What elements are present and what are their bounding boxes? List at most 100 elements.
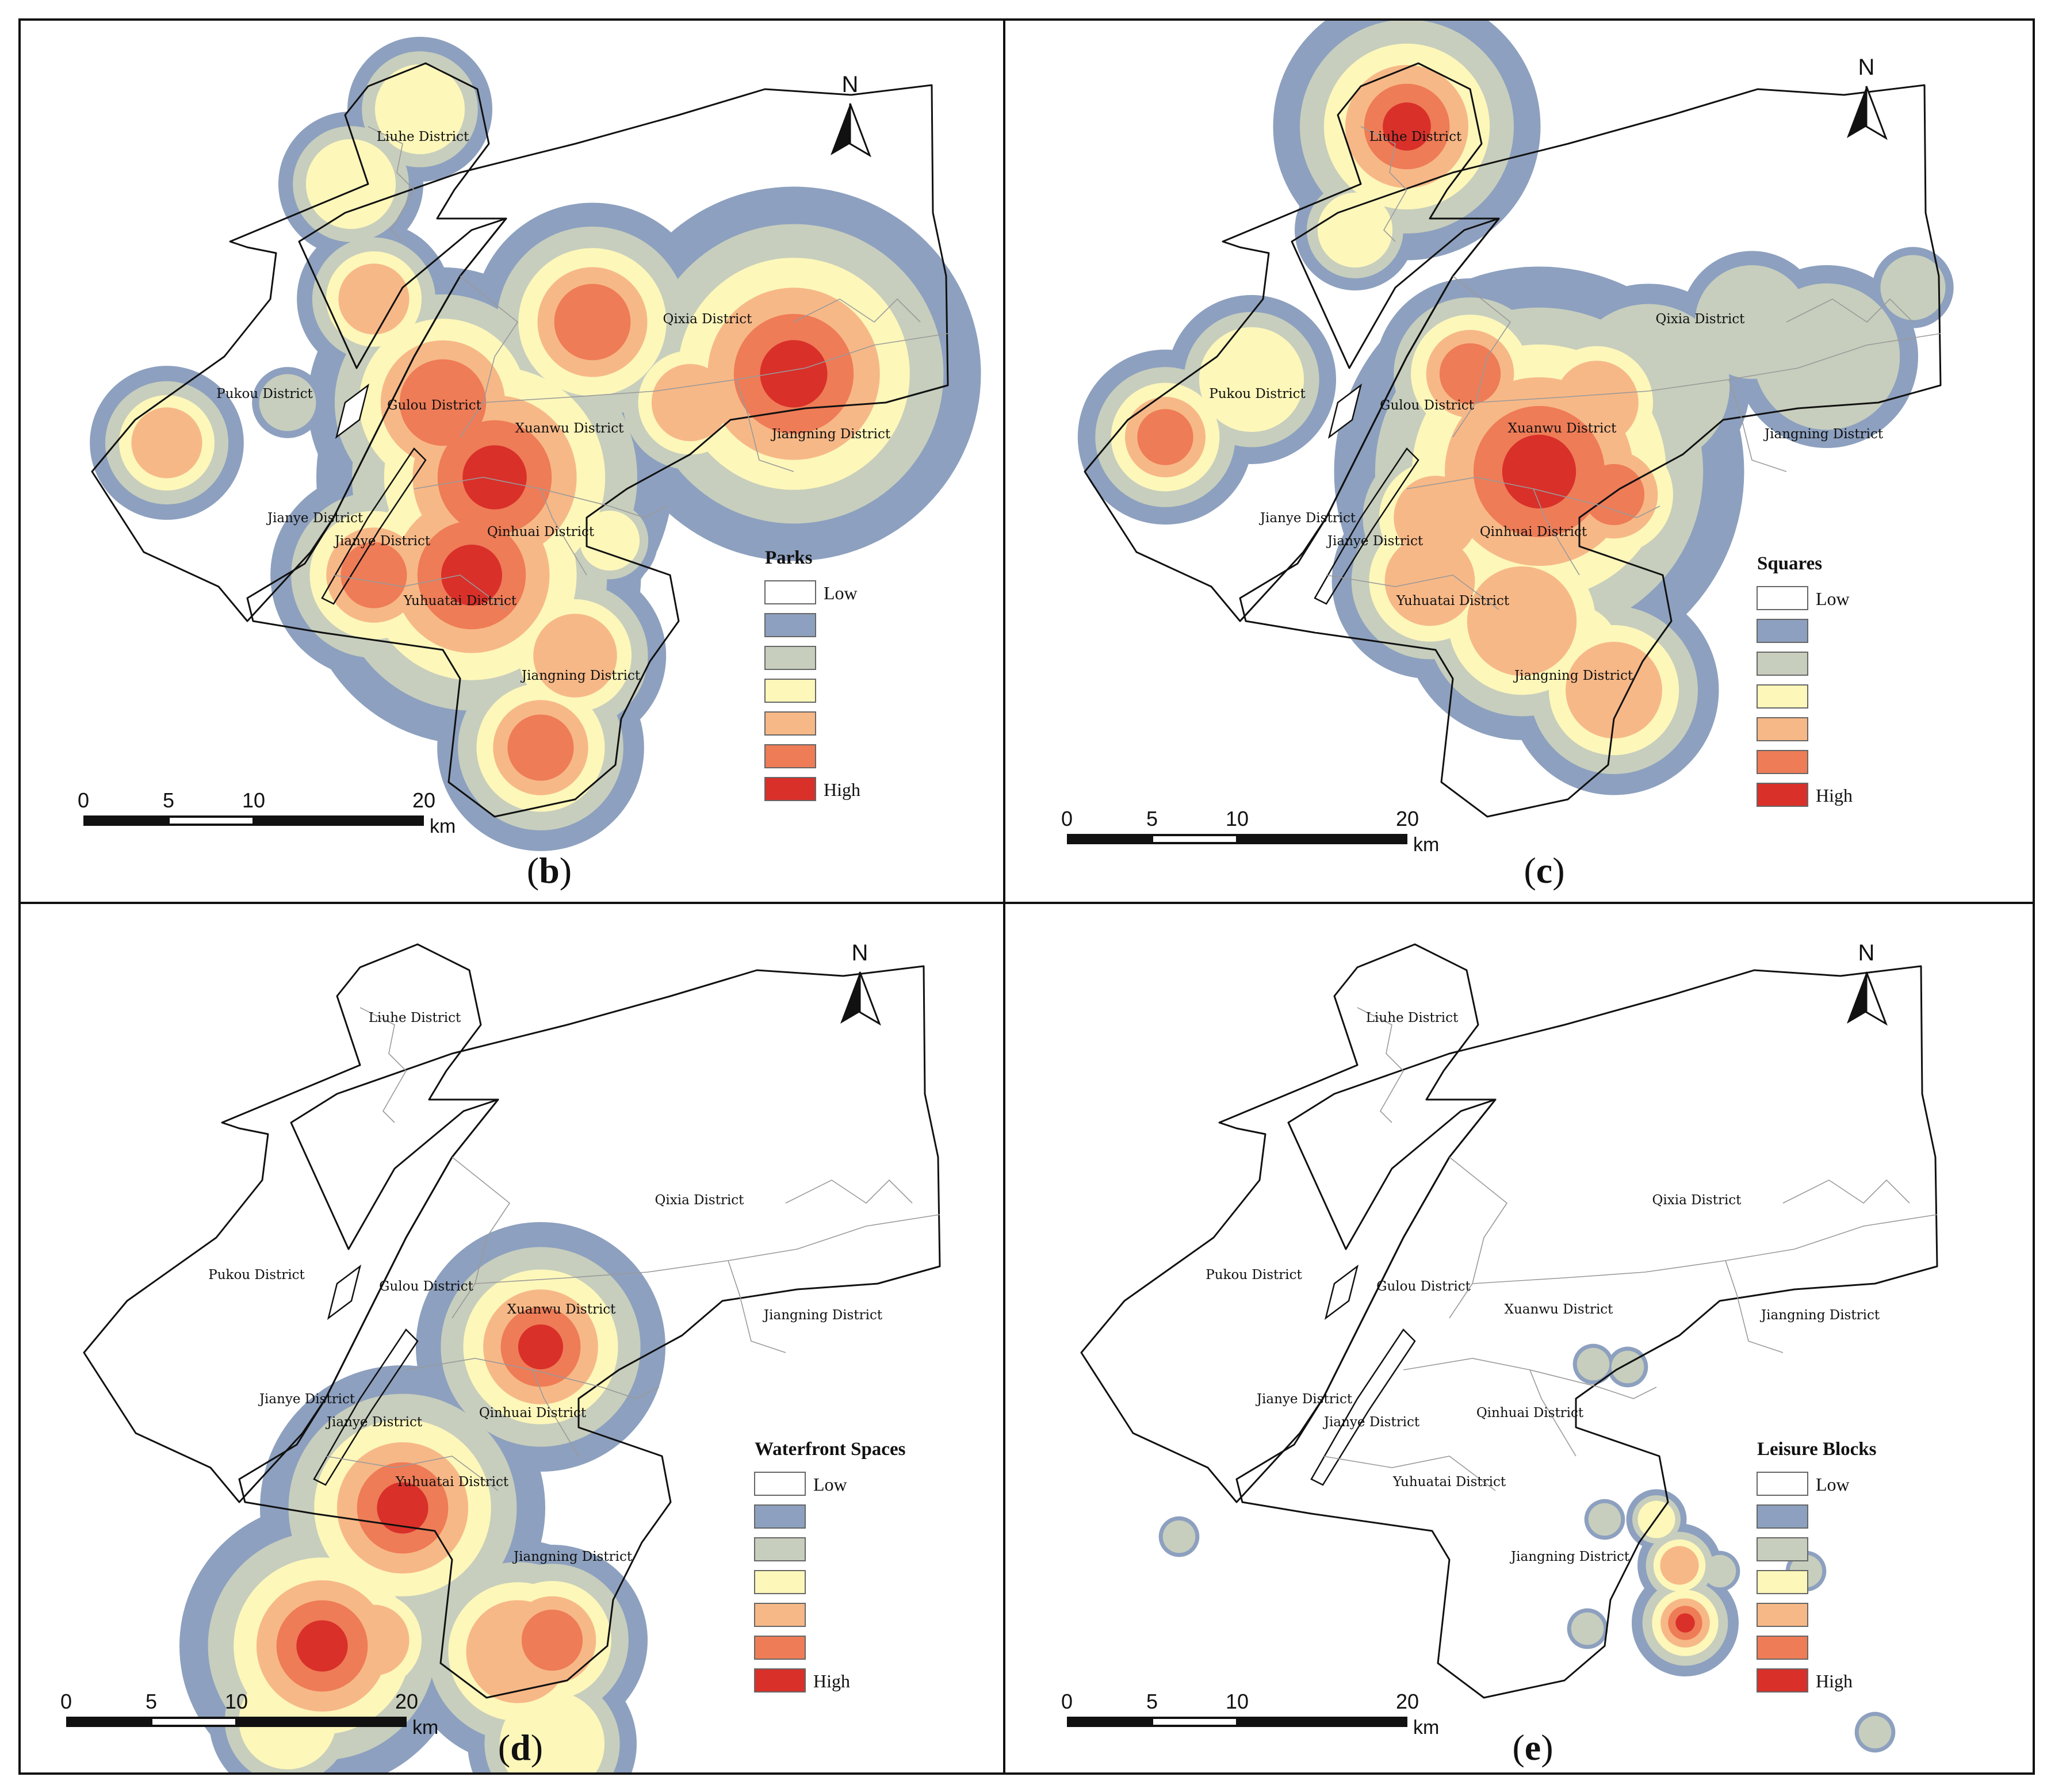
density-contour-5 — [507, 714, 574, 781]
map-body: Liuhe District Pukou District Gulou Distri… — [1080, 943, 1938, 1753]
district-label: Jianye District — [266, 511, 363, 526]
district-boundary — [1782, 1179, 1910, 1204]
district-boundary — [1406, 477, 1660, 518]
density-contour-5 — [521, 1609, 583, 1671]
scale-tick-label: 0 — [78, 788, 89, 812]
legend-swatch-low — [1757, 586, 1808, 610]
boundary-south — [1235, 965, 1938, 1699]
district-boundary — [1360, 126, 1407, 242]
density-contour-6 — [377, 1482, 428, 1534]
district-label: Xuanwu District — [1508, 421, 1617, 436]
district-label: Jiangning District — [771, 427, 891, 442]
legend-swatch-c2 — [764, 646, 816, 670]
density-surface — [1077, 21, 1954, 795]
district-label: Qinhuai District — [479, 1406, 587, 1420]
scale-tick-label: 5 — [1146, 1690, 1158, 1713]
density-contour-6 — [462, 445, 527, 510]
north-arrow-right — [1865, 971, 1888, 1026]
legend-swatch-c5 — [764, 744, 816, 768]
legend: Leisure Blocks Low High — [1757, 1439, 1877, 1693]
district-boundary — [414, 477, 668, 518]
scale-bar: 0 5 10 20 km — [1061, 807, 1439, 856]
legend-swatch-high — [1757, 1668, 1808, 1693]
density-contour-2 — [1695, 265, 1809, 379]
density-contour-5 — [340, 542, 407, 608]
north-arrow-right — [849, 103, 871, 158]
district-boundary — [333, 575, 507, 610]
boundary-north — [1080, 943, 1497, 1503]
boundary-north — [83, 943, 499, 1503]
north-arrow-left — [1847, 972, 1866, 1024]
district-boundary — [736, 379, 794, 472]
district-boundary — [785, 1179, 913, 1204]
north-arrow-right — [1865, 86, 1888, 140]
district-label: Jiangning District — [1513, 668, 1633, 683]
district-label: Xuanwu District — [1505, 1302, 1614, 1317]
district-label: Jiangning District — [1510, 1549, 1630, 1564]
scale-tick-label: 0 — [60, 1690, 72, 1713]
scale-bar: 0 5 10 20 km — [60, 1690, 438, 1739]
legend-high-label: High — [1816, 785, 1853, 806]
density-contour-4 — [338, 263, 410, 335]
north-arrow-right — [859, 971, 881, 1026]
district-label: Pukou District — [216, 386, 313, 401]
scale-tick-label: 20 — [1396, 1690, 1419, 1713]
north-arrow-left — [1847, 86, 1866, 138]
scale-tick-label: 5 — [146, 1690, 157, 1713]
panel-caption: (b) — [527, 850, 572, 891]
legend-swatch-c1 — [1757, 1504, 1808, 1529]
legend-high-label: High — [824, 779, 860, 800]
scale-bar-segment — [1153, 836, 1236, 842]
legend-swatch-c1 — [764, 613, 816, 637]
legend-swatch-c2 — [1757, 1537, 1808, 1561]
district-boundary — [325, 1456, 499, 1491]
legend-swatch-c4 — [764, 711, 816, 736]
district-label: Qixia District — [663, 312, 753, 327]
legend-swatch-c5 — [1757, 750, 1808, 774]
scale-tick-label: 10 — [225, 1690, 248, 1713]
north-label: N — [842, 72, 859, 97]
district-label: Yuhuatai District — [403, 593, 517, 608]
district-boundary — [1533, 488, 1580, 576]
north-label: N — [1858, 55, 1875, 80]
north-arrow: N — [831, 72, 871, 158]
district-label: Yuhuatai District — [395, 1475, 509, 1489]
map-panels: Liuhe District Pukou District Gulou Distri… — [60, 21, 1954, 1772]
district-label: Yuhuatai District — [1392, 1475, 1506, 1489]
density-contour-6 — [760, 340, 828, 408]
district-label: Pukou District — [208, 1268, 305, 1282]
district-boundary — [1326, 575, 1499, 610]
district-boundary — [1786, 298, 1914, 323]
district-label: Jianye District — [1259, 511, 1356, 526]
map-body: Liuhe District Pukou District Gulou Distri… — [90, 37, 981, 851]
scale-tick-label: 20 — [395, 1690, 418, 1713]
river-island — [1327, 383, 1363, 439]
legend-swatch-c1 — [754, 1504, 806, 1529]
district-label: Jiangning District — [521, 668, 641, 683]
district-boundary — [1728, 379, 1787, 472]
scale-bar: 0 5 10 20 km — [1061, 1690, 1439, 1739]
scale-bar-segment — [152, 1719, 235, 1725]
legend-swatch-low — [754, 1472, 806, 1496]
panel-caption-letter: e — [1525, 1727, 1541, 1768]
district-boundary — [1357, 1007, 1404, 1123]
scale-tick-label: 5 — [1146, 807, 1158, 830]
district-boundary — [451, 1157, 511, 1319]
scale-bar-segment — [1067, 834, 1407, 844]
scale-unit: km — [412, 1717, 438, 1739]
scale-unit: km — [430, 815, 456, 837]
density-contour-3 — [374, 64, 465, 155]
map-panel-b: Liuhe District Pukou District Gulou Distri… — [78, 37, 981, 891]
district-label: Xuanwu District — [515, 421, 625, 436]
scale-bar-segment — [1067, 1717, 1407, 1727]
scale-bar-segment — [170, 818, 252, 824]
district-boundary — [532, 1369, 579, 1457]
panel-caption: (d) — [498, 1727, 543, 1768]
district-boundary — [1322, 1456, 1496, 1491]
district-boundary — [359, 1007, 407, 1123]
density-contour-6 — [1383, 102, 1431, 151]
district-boundary — [1403, 1358, 1657, 1399]
district-label: Pukou District — [1206, 1268, 1302, 1282]
river-island — [327, 1264, 362, 1320]
